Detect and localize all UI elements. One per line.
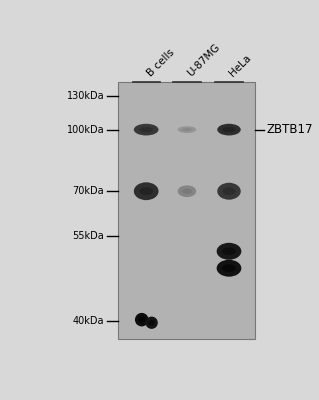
Ellipse shape — [178, 185, 196, 197]
Ellipse shape — [182, 128, 192, 131]
Ellipse shape — [182, 188, 192, 194]
Ellipse shape — [135, 313, 149, 326]
Ellipse shape — [148, 320, 155, 326]
Text: 100kDa: 100kDa — [67, 125, 104, 135]
Ellipse shape — [178, 126, 196, 133]
Ellipse shape — [217, 124, 241, 136]
Text: ZBTB17: ZBTB17 — [266, 123, 313, 136]
Text: 40kDa: 40kDa — [73, 316, 104, 326]
Ellipse shape — [138, 317, 145, 323]
Ellipse shape — [217, 183, 241, 200]
Ellipse shape — [223, 127, 235, 132]
Ellipse shape — [217, 243, 241, 260]
Text: 55kDa: 55kDa — [72, 231, 104, 241]
Text: U-87MG: U-87MG — [186, 42, 222, 78]
Ellipse shape — [134, 182, 159, 200]
Ellipse shape — [217, 260, 241, 277]
Text: 70kDa: 70kDa — [72, 186, 104, 196]
Ellipse shape — [139, 127, 153, 132]
Ellipse shape — [134, 124, 159, 136]
Bar — [118, 82, 255, 339]
Text: HeLa: HeLa — [228, 52, 253, 78]
Ellipse shape — [222, 264, 236, 272]
Ellipse shape — [145, 316, 158, 329]
Ellipse shape — [223, 188, 235, 195]
Text: 130kDa: 130kDa — [67, 91, 104, 101]
Text: B cells: B cells — [145, 47, 176, 78]
Ellipse shape — [139, 187, 153, 195]
Ellipse shape — [222, 248, 236, 255]
